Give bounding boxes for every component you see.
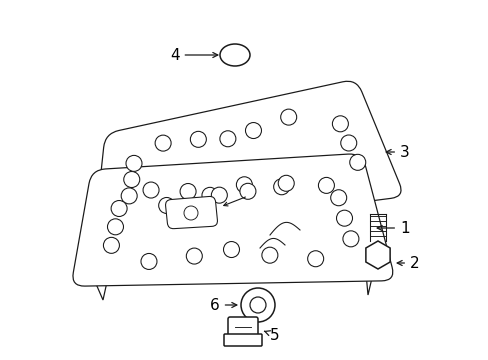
Circle shape [186, 248, 202, 264]
Circle shape [123, 171, 140, 188]
Circle shape [342, 231, 358, 247]
Ellipse shape [220, 44, 249, 66]
Circle shape [245, 122, 261, 139]
Circle shape [103, 237, 119, 253]
FancyBboxPatch shape [227, 317, 258, 337]
Polygon shape [349, 170, 374, 295]
Circle shape [262, 247, 277, 263]
Circle shape [349, 154, 365, 170]
Circle shape [240, 183, 255, 199]
Circle shape [220, 131, 235, 147]
Text: 2: 2 [396, 256, 419, 270]
Polygon shape [365, 241, 389, 269]
Text: 1: 1 [376, 220, 409, 235]
Circle shape [202, 187, 218, 203]
Circle shape [121, 188, 137, 204]
Circle shape [307, 251, 323, 267]
Circle shape [107, 219, 123, 235]
PathPatch shape [93, 171, 370, 270]
Text: 5: 5 [264, 328, 279, 342]
PathPatch shape [95, 81, 400, 235]
Circle shape [330, 190, 346, 206]
Circle shape [183, 206, 198, 220]
Circle shape [155, 135, 171, 151]
Text: 4: 4 [170, 48, 217, 63]
Circle shape [340, 135, 356, 151]
Circle shape [236, 177, 252, 193]
Circle shape [332, 116, 347, 132]
Circle shape [141, 253, 157, 269]
Circle shape [249, 297, 265, 313]
Circle shape [211, 187, 227, 203]
Circle shape [273, 179, 289, 195]
Circle shape [180, 184, 196, 199]
FancyBboxPatch shape [224, 334, 262, 346]
PathPatch shape [73, 154, 392, 286]
Circle shape [241, 288, 274, 322]
Circle shape [336, 210, 352, 226]
Circle shape [143, 182, 159, 198]
Circle shape [278, 175, 294, 191]
Circle shape [111, 201, 127, 216]
Circle shape [126, 156, 142, 171]
Text: 3: 3 [386, 144, 409, 159]
PathPatch shape [112, 99, 378, 217]
Polygon shape [90, 185, 120, 300]
Circle shape [158, 198, 174, 213]
PathPatch shape [165, 197, 217, 229]
Circle shape [318, 177, 334, 193]
Circle shape [280, 109, 296, 125]
Circle shape [223, 242, 239, 257]
Circle shape [190, 131, 206, 147]
Text: 6: 6 [209, 297, 236, 312]
